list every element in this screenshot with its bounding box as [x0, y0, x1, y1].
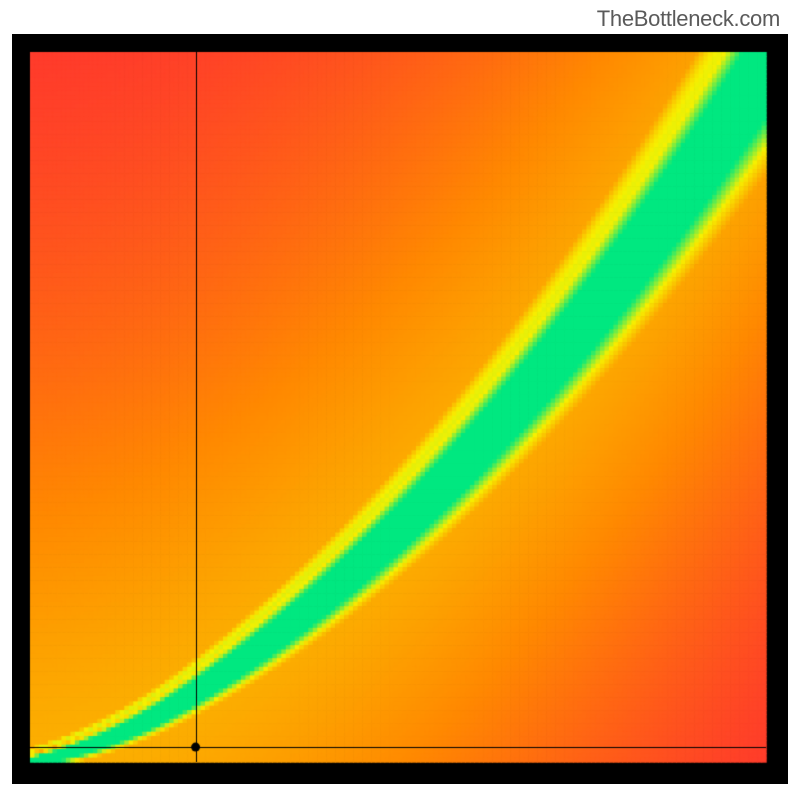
heatmap-canvas: [12, 34, 788, 784]
bottleneck-heatmap: [12, 34, 788, 784]
attribution-text: TheBottleneck.com: [597, 6, 780, 32]
